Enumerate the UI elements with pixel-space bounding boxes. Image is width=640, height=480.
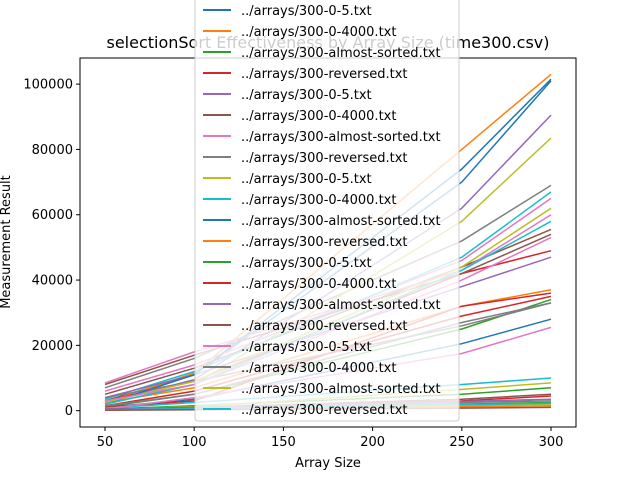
y-axis-ticks: 0 20000 40000 60000 80000 100000 bbox=[23, 78, 80, 419]
y-tick-label: 60000 bbox=[32, 208, 73, 223]
legend-label: ../arrays/300-almost-sorted.txt bbox=[241, 214, 441, 229]
legend-label: ../arrays/300-almost-sorted.txt bbox=[241, 298, 441, 313]
y-tick-label: 100000 bbox=[23, 78, 73, 93]
legend-label: ../arrays/300-almost-sorted.txt bbox=[241, 130, 441, 145]
y-tick-label: 40000 bbox=[32, 274, 73, 289]
legend-label: ../arrays/300-reversed.txt bbox=[241, 235, 408, 250]
y-tick-label: 80000 bbox=[32, 143, 73, 158]
legend-items: ../arrays/300-0-5.txt ../arrays/300-0-400… bbox=[203, 4, 441, 418]
legend-label: ../arrays/300-reversed.txt bbox=[241, 151, 408, 166]
legend-label: ../arrays/300-0-4000.txt bbox=[241, 109, 396, 124]
legend-label: ../arrays/300-reversed.txt bbox=[241, 319, 408, 334]
legend-label: ../arrays/300-0-5.txt bbox=[241, 4, 372, 19]
y-tick-label: 20000 bbox=[32, 339, 73, 354]
x-axis-ticks: 50 100 150 200 250 300 bbox=[97, 427, 564, 450]
x-tick-label: 50 bbox=[97, 435, 114, 450]
legend-label: ../arrays/300-0-5.txt bbox=[241, 88, 372, 103]
legend-label: ../arrays/300-reversed.txt bbox=[241, 403, 408, 418]
legend-label: ../arrays/300-0-5.txt bbox=[241, 340, 372, 355]
legend-label: ../arrays/300-almost-sorted.txt bbox=[241, 46, 441, 61]
x-tick-label: 150 bbox=[271, 435, 296, 450]
legend-label: ../arrays/300-0-5.txt bbox=[241, 256, 372, 271]
legend-label: ../arrays/300-0-4000.txt bbox=[241, 277, 396, 292]
legend-label: ../arrays/300-0-4000.txt bbox=[241, 25, 396, 40]
legend-label: ../arrays/300-0-4000.txt bbox=[241, 361, 396, 376]
y-axis-label: Measurement Result bbox=[0, 175, 14, 309]
legend-label: ../arrays/300-almost-sorted.txt bbox=[241, 382, 441, 397]
legend-label: ../arrays/300-0-5.txt bbox=[241, 172, 372, 187]
x-tick-label: 200 bbox=[360, 435, 385, 450]
x-tick-label: 100 bbox=[182, 435, 207, 450]
x-axis-label: Array Size bbox=[295, 456, 361, 471]
x-tick-label: 300 bbox=[539, 435, 564, 450]
y-tick-label: 0 bbox=[65, 404, 73, 419]
legend: ../arrays/300-0-5.txt ../arrays/300-0-400… bbox=[194, 0, 460, 422]
legend-box bbox=[194, 0, 460, 422]
legend-label: ../arrays/300-reversed.txt bbox=[241, 67, 408, 82]
legend-label: ../arrays/300-0-4000.txt bbox=[241, 193, 396, 208]
x-tick-label: 250 bbox=[449, 435, 474, 450]
